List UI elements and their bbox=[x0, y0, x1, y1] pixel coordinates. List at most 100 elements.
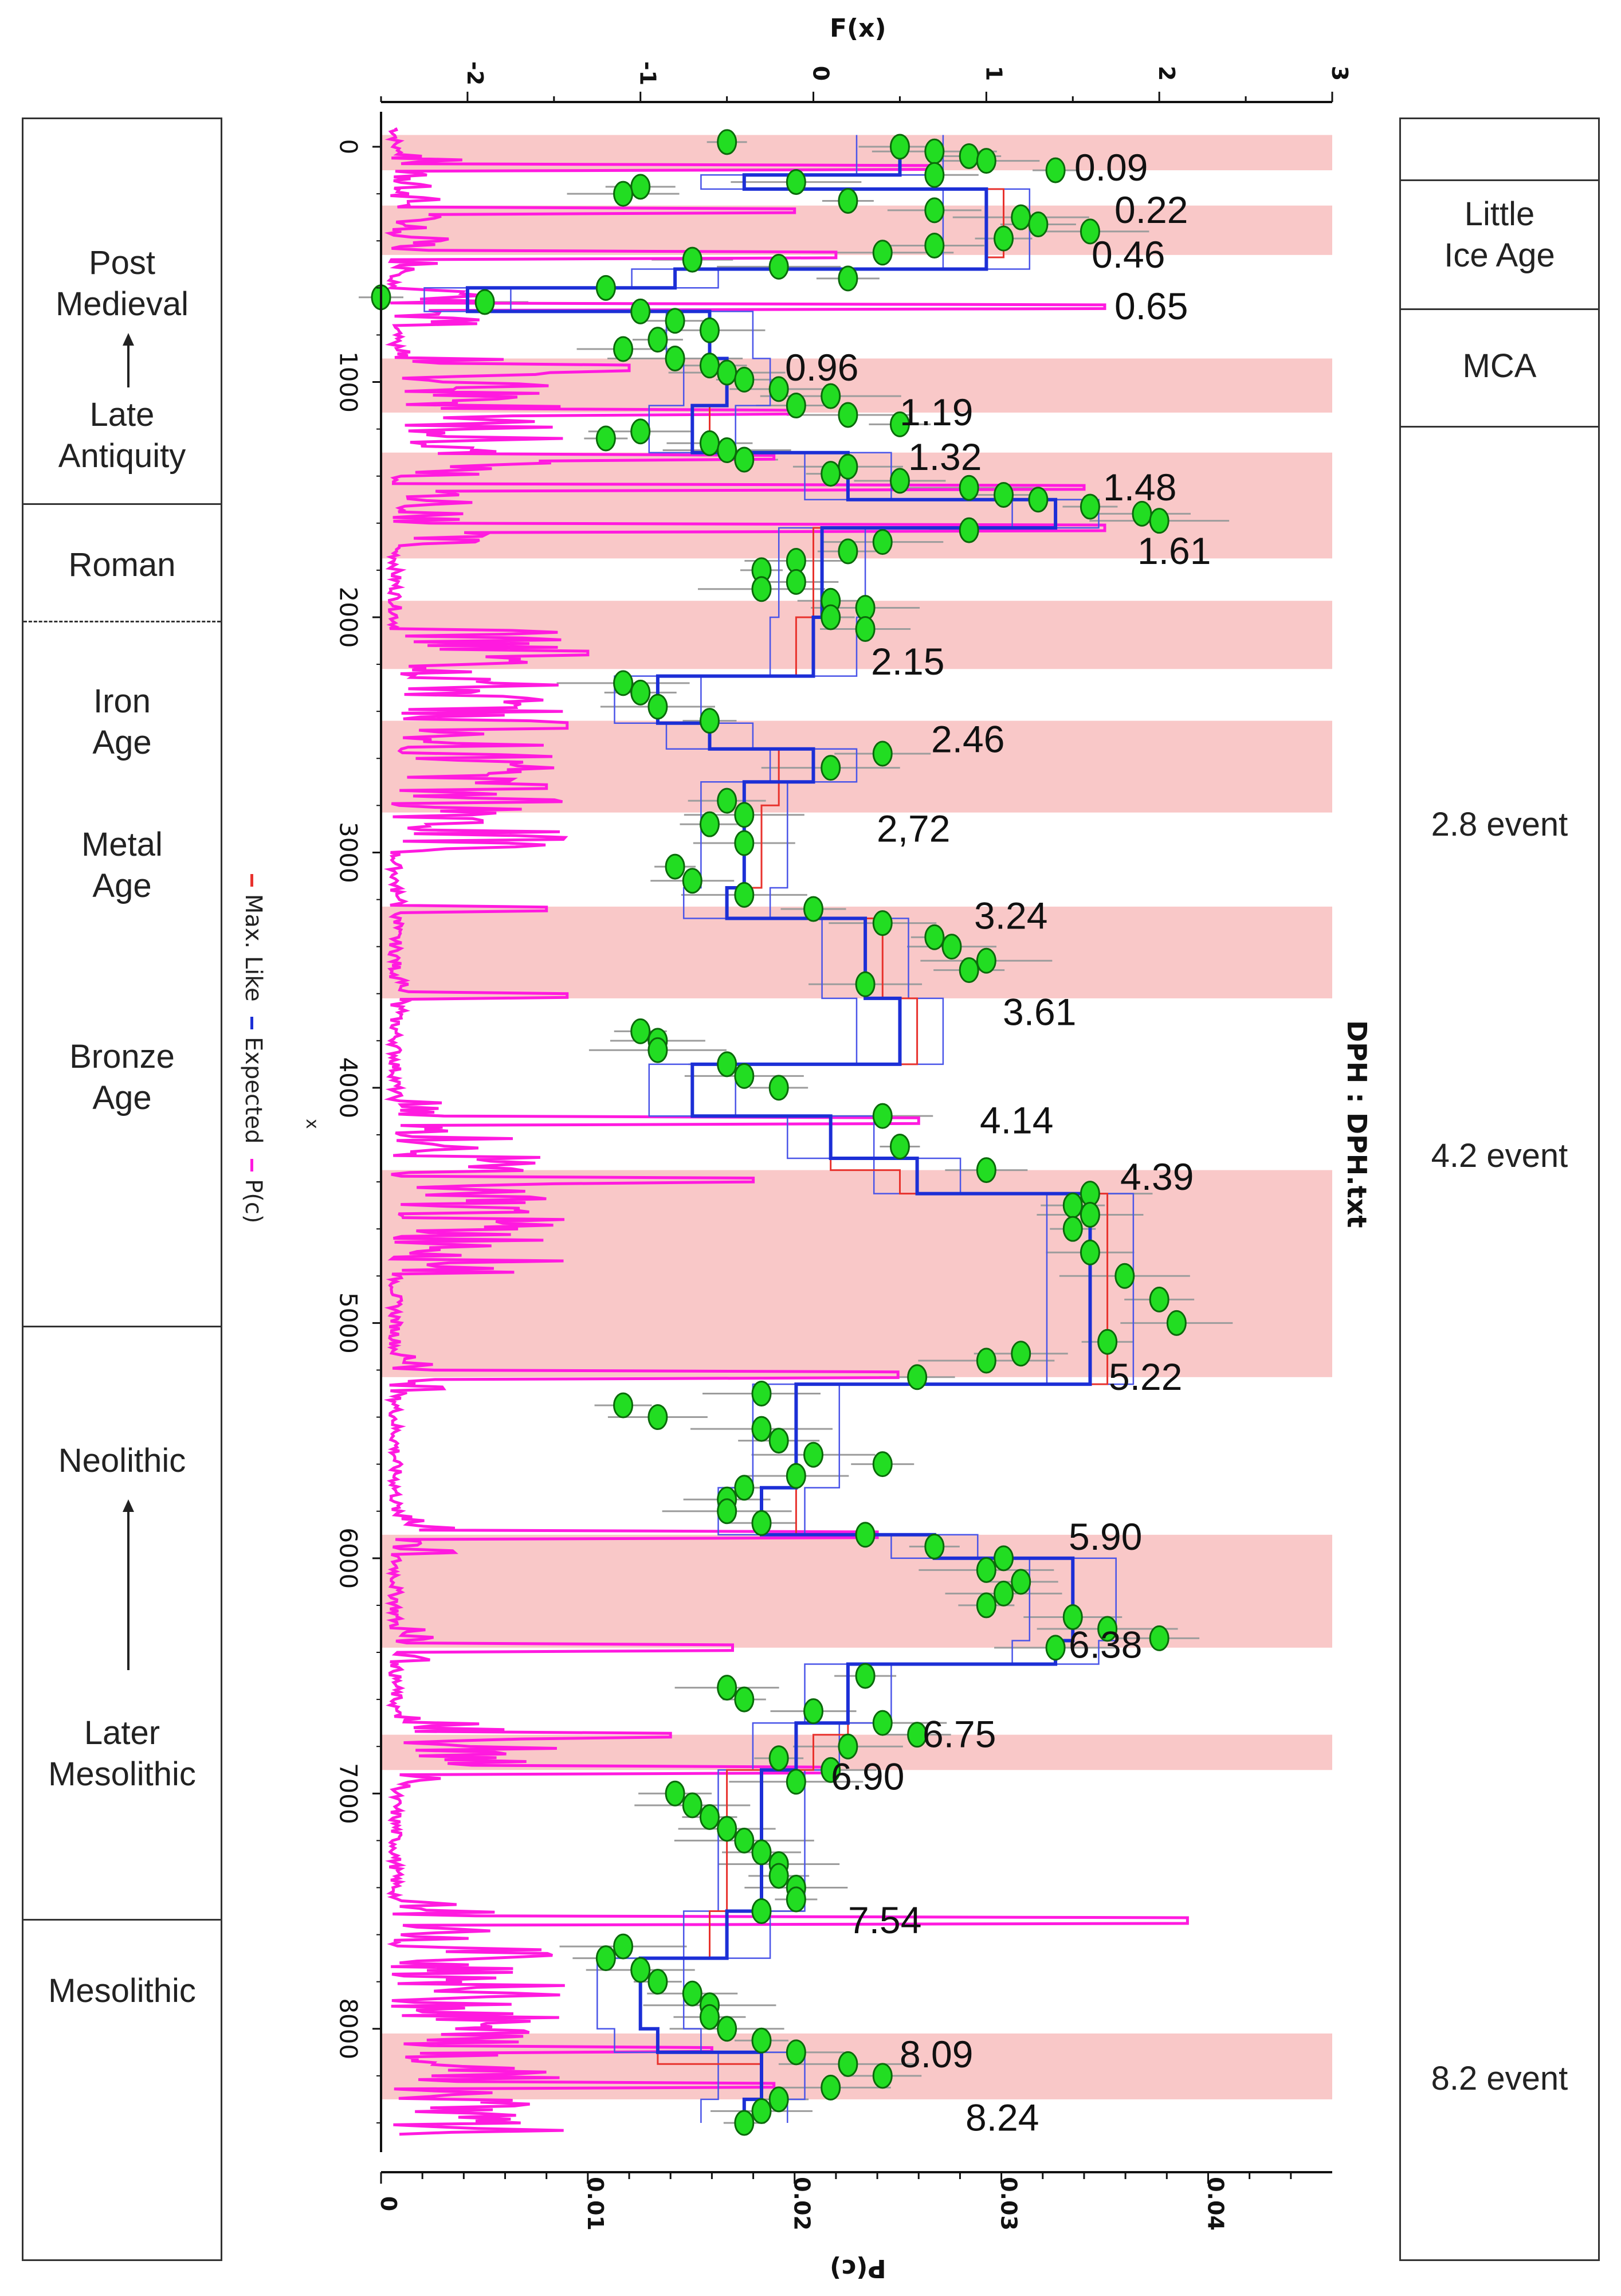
breakpoint-label-1: 0.22 bbox=[1114, 189, 1188, 231]
breakpoint-label-16: 5.22 bbox=[1109, 1355, 1182, 1398]
data-point-42 bbox=[734, 446, 755, 473]
data-point-44 bbox=[821, 461, 841, 487]
top-tick-label-0: -2 bbox=[462, 61, 488, 85]
data-point-102 bbox=[976, 1347, 996, 1374]
breakpoint-label-23: 8.24 bbox=[965, 2097, 1039, 2139]
breakpoint-label-11: 2,72 bbox=[877, 807, 950, 849]
era-mesolithic: Mesolithic bbox=[48, 1972, 196, 2009]
data-point-106 bbox=[647, 1404, 668, 1431]
plot-title: DPH : DPH.txt bbox=[1341, 1020, 1372, 1228]
data-point-154 bbox=[699, 2004, 720, 2030]
data-point-149 bbox=[595, 1945, 616, 1972]
divider-roman-top bbox=[23, 503, 221, 505]
data-point-155 bbox=[717, 2016, 737, 2042]
data-point-11 bbox=[924, 197, 945, 224]
data-point-97 bbox=[1114, 1263, 1135, 1289]
legend-maxlike-label: Max. Like bbox=[240, 894, 266, 1002]
data-point-39 bbox=[595, 425, 616, 452]
data-point-112 bbox=[734, 1475, 755, 1501]
data-point-78 bbox=[924, 924, 945, 950]
data-point-3 bbox=[959, 143, 979, 169]
top-tick-label-3: 1 bbox=[981, 66, 1006, 81]
data-point-134 bbox=[768, 1745, 789, 1772]
data-point-6 bbox=[924, 162, 945, 188]
data-points-group bbox=[371, 129, 1187, 2136]
data-point-1 bbox=[889, 134, 910, 160]
data-point-61 bbox=[821, 604, 841, 630]
breakpoint-label-5: 1.19 bbox=[900, 391, 973, 433]
bottom-tick-label-1: 0.01 bbox=[583, 2177, 608, 2231]
data-point-127 bbox=[855, 1663, 876, 1689]
data-point-122 bbox=[976, 1592, 996, 1619]
data-point-30 bbox=[699, 352, 720, 379]
data-point-148 bbox=[613, 1933, 634, 1960]
depth-axis-label: x bbox=[302, 1119, 322, 1129]
top-tick-label-5: 3 bbox=[1327, 66, 1352, 81]
data-point-146 bbox=[786, 1886, 806, 1913]
data-point-23 bbox=[474, 289, 495, 315]
event-little-ice-age: Little Ice Age bbox=[1444, 195, 1555, 274]
depth-tick-label-7: 7000 bbox=[335, 1763, 363, 1824]
bottom-tick-label-0: 0 bbox=[376, 2196, 401, 2211]
data-point-99 bbox=[1166, 1310, 1187, 1336]
data-point-131 bbox=[872, 1710, 893, 1736]
data-point-138 bbox=[682, 1792, 702, 1819]
era-bronze-age: Bronze Age bbox=[69, 1038, 175, 1116]
top-tick-label-1: -1 bbox=[635, 61, 661, 85]
data-point-71 bbox=[699, 811, 720, 837]
data-point-19 bbox=[768, 253, 789, 280]
divider-lia-top bbox=[1401, 179, 1598, 181]
data-point-137 bbox=[665, 1780, 685, 1807]
data-point-51 bbox=[1149, 508, 1169, 534]
data-point-36 bbox=[838, 402, 858, 428]
data-point-125 bbox=[1149, 1625, 1169, 1651]
data-point-34 bbox=[821, 383, 841, 409]
data-point-70 bbox=[734, 802, 755, 828]
data-point-141 bbox=[734, 1827, 755, 1854]
legend: Max. Like Expected P(c) bbox=[240, 874, 266, 1223]
bottom-axis-title: P(c) bbox=[830, 2254, 886, 2283]
depth-tick-label-5: 5000 bbox=[335, 1292, 363, 1354]
divider-mesolithic-top bbox=[23, 1919, 221, 1921]
data-point-63 bbox=[613, 670, 634, 696]
data-point-163 bbox=[734, 2110, 755, 2136]
breakpoint-label-15: 4.39 bbox=[1120, 1155, 1194, 1198]
data-point-85 bbox=[647, 1037, 668, 1063]
data-point-104 bbox=[751, 1381, 772, 1407]
breakpoint-label-18: 6.38 bbox=[1069, 1624, 1142, 1666]
divider-roman-bottom-dashed bbox=[23, 621, 221, 622]
legend-maxlike-swatch bbox=[250, 874, 254, 887]
data-point-43 bbox=[838, 453, 858, 480]
data-point-62 bbox=[855, 616, 876, 642]
data-point-80 bbox=[976, 947, 996, 974]
data-point-136 bbox=[786, 1769, 806, 1795]
data-point-14 bbox=[1080, 218, 1100, 245]
data-point-103 bbox=[907, 1364, 928, 1390]
data-point-32 bbox=[734, 366, 755, 393]
data-point-161 bbox=[768, 2086, 789, 2113]
data-point-133 bbox=[838, 1733, 858, 1760]
data-point-157 bbox=[786, 2039, 806, 2066]
data-point-126 bbox=[1045, 1635, 1066, 1661]
data-point-25 bbox=[665, 308, 685, 334]
data-point-160 bbox=[821, 2074, 841, 2101]
data-point-8 bbox=[630, 174, 651, 200]
data-point-7 bbox=[786, 169, 806, 195]
data-point-49 bbox=[1080, 493, 1100, 520]
pc-line bbox=[383, 127, 1189, 2136]
data-point-91 bbox=[976, 1157, 996, 1184]
data-point-66 bbox=[699, 708, 720, 734]
legend-expected-swatch bbox=[250, 1017, 254, 1030]
data-point-74 bbox=[682, 868, 702, 894]
data-point-101 bbox=[1011, 1341, 1031, 1367]
shaded-band-8 bbox=[381, 1534, 1332, 1648]
data-point-38 bbox=[630, 418, 651, 445]
era-post-medieval: Post Medieval bbox=[55, 244, 189, 323]
breakpoint-label-20: 6.90 bbox=[831, 1756, 904, 1798]
depth-tick-label-8: 8000 bbox=[335, 1998, 363, 2059]
data-point-140 bbox=[717, 1816, 737, 1842]
data-point-26 bbox=[699, 317, 720, 343]
shaded-band-7 bbox=[381, 1170, 1332, 1377]
breakpoint-label-10: 2.46 bbox=[931, 718, 1004, 760]
